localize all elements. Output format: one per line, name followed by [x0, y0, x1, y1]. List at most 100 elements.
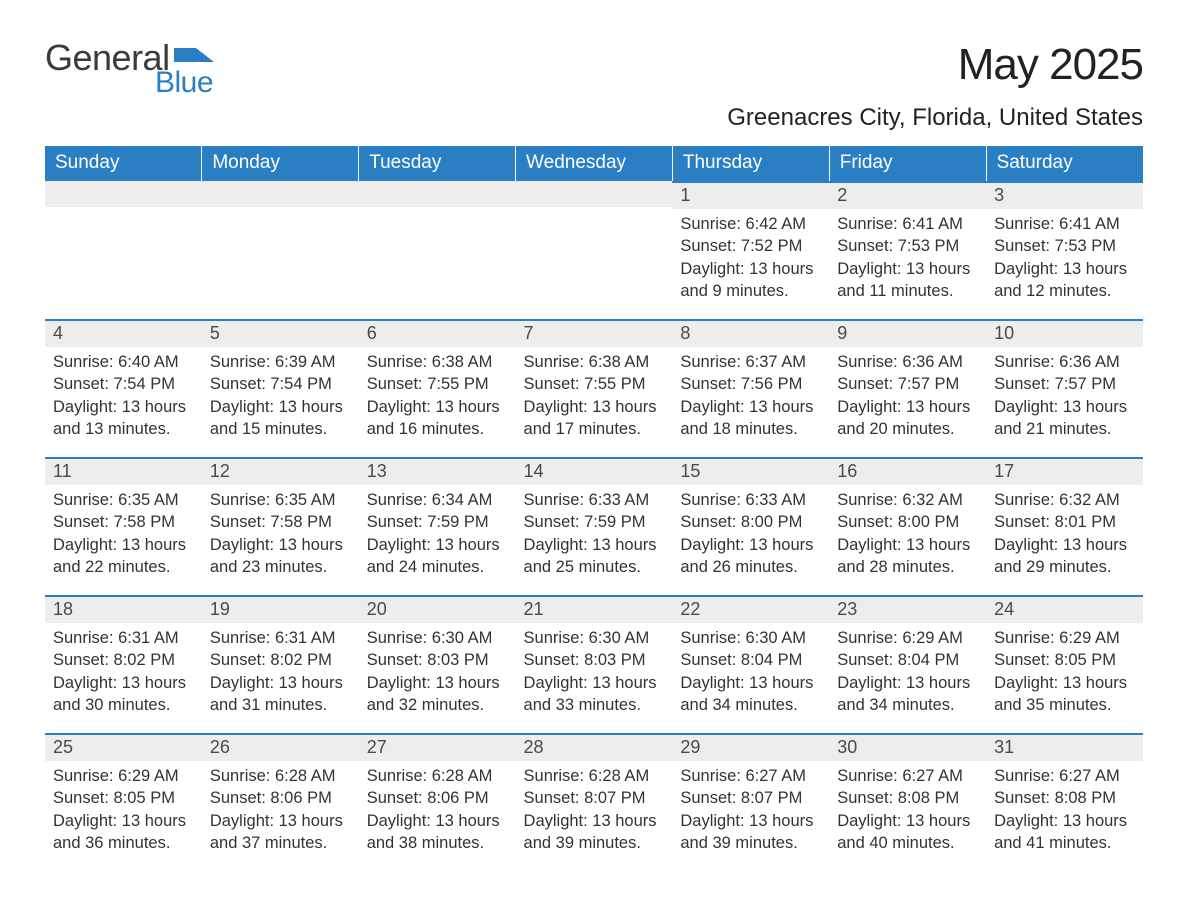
sunset-line: Sunset: 7:59 PM [367, 511, 508, 533]
sunrise-line: Sunrise: 6:27 AM [680, 765, 821, 787]
sunset-line: Sunset: 8:07 PM [680, 787, 821, 809]
day-details: Sunrise: 6:33 AMSunset: 8:00 PMDaylight:… [672, 485, 829, 582]
weekday-header: Friday [829, 146, 986, 181]
day-details: Sunrise: 6:28 AMSunset: 8:06 PMDaylight:… [202, 761, 359, 858]
day-number: 3 [986, 181, 1143, 209]
day-details: Sunrise: 6:30 AMSunset: 8:03 PMDaylight:… [359, 623, 516, 720]
calendar-day-cell: 22Sunrise: 6:30 AMSunset: 8:04 PMDayligh… [672, 595, 829, 733]
daylight-line: Daylight: 13 hours and 41 minutes. [994, 810, 1135, 855]
calendar-day-cell: 17Sunrise: 6:32 AMSunset: 8:01 PMDayligh… [986, 457, 1143, 595]
day-details: Sunrise: 6:42 AMSunset: 7:52 PMDaylight:… [672, 209, 829, 306]
sunset-line: Sunset: 7:56 PM [680, 373, 821, 395]
sunset-line: Sunset: 8:00 PM [837, 511, 978, 533]
day-number: 20 [359, 595, 516, 623]
sunrise-line: Sunrise: 6:40 AM [53, 351, 194, 373]
calendar-day-cell: 10Sunrise: 6:36 AMSunset: 7:57 PMDayligh… [986, 319, 1143, 457]
day-details: Sunrise: 6:37 AMSunset: 7:56 PMDaylight:… [672, 347, 829, 444]
calendar-week-row: 25Sunrise: 6:29 AMSunset: 8:05 PMDayligh… [45, 733, 1143, 858]
sunrise-line: Sunrise: 6:31 AM [53, 627, 194, 649]
day-details: Sunrise: 6:27 AMSunset: 8:08 PMDaylight:… [986, 761, 1143, 858]
day-number: 21 [516, 595, 673, 623]
day-details: Sunrise: 6:32 AMSunset: 8:00 PMDaylight:… [829, 485, 986, 582]
day-details: Sunrise: 6:35 AMSunset: 7:58 PMDaylight:… [202, 485, 359, 582]
calendar-day-cell [202, 181, 359, 319]
weekday-header: Wednesday [516, 146, 673, 181]
sunset-line: Sunset: 8:08 PM [837, 787, 978, 809]
daylight-line: Daylight: 13 hours and 22 minutes. [53, 534, 194, 579]
sunset-line: Sunset: 8:02 PM [53, 649, 194, 671]
daylight-line: Daylight: 13 hours and 17 minutes. [524, 396, 665, 441]
sunset-line: Sunset: 8:02 PM [210, 649, 351, 671]
day-details: Sunrise: 6:30 AMSunset: 8:03 PMDaylight:… [516, 623, 673, 720]
sunset-line: Sunset: 7:55 PM [524, 373, 665, 395]
day-number: 4 [45, 319, 202, 347]
daylight-line: Daylight: 13 hours and 16 minutes. [367, 396, 508, 441]
sunset-line: Sunset: 8:00 PM [680, 511, 821, 533]
sunset-line: Sunset: 8:01 PM [994, 511, 1135, 533]
sunset-line: Sunset: 8:07 PM [524, 787, 665, 809]
calendar-day-cell: 23Sunrise: 6:29 AMSunset: 8:04 PMDayligh… [829, 595, 986, 733]
day-number: 8 [672, 319, 829, 347]
day-details: Sunrise: 6:31 AMSunset: 8:02 PMDaylight:… [45, 623, 202, 720]
calendar-week-row: 11Sunrise: 6:35 AMSunset: 7:58 PMDayligh… [45, 457, 1143, 595]
sunset-line: Sunset: 8:04 PM [837, 649, 978, 671]
sunset-line: Sunset: 8:06 PM [367, 787, 508, 809]
calendar-day-cell: 26Sunrise: 6:28 AMSunset: 8:06 PMDayligh… [202, 733, 359, 858]
location-subtitle: Greenacres City, Florida, United States [727, 104, 1143, 132]
daylight-line: Daylight: 13 hours and 25 minutes. [524, 534, 665, 579]
calendar-day-cell: 11Sunrise: 6:35 AMSunset: 7:58 PMDayligh… [45, 457, 202, 595]
sunrise-line: Sunrise: 6:36 AM [837, 351, 978, 373]
weekday-header-row: Sunday Monday Tuesday Wednesday Thursday… [45, 146, 1143, 181]
daylight-line: Daylight: 13 hours and 29 minutes. [994, 534, 1135, 579]
day-number: 26 [202, 733, 359, 761]
day-number: 27 [359, 733, 516, 761]
day-details: Sunrise: 6:29 AMSunset: 8:04 PMDaylight:… [829, 623, 986, 720]
sunrise-line: Sunrise: 6:35 AM [210, 489, 351, 511]
daylight-line: Daylight: 13 hours and 33 minutes. [524, 672, 665, 717]
calendar-day-cell: 9Sunrise: 6:36 AMSunset: 7:57 PMDaylight… [829, 319, 986, 457]
daylight-line: Daylight: 13 hours and 9 minutes. [680, 258, 821, 303]
day-number-empty [516, 181, 673, 207]
day-details: Sunrise: 6:30 AMSunset: 8:04 PMDaylight:… [672, 623, 829, 720]
daylight-line: Daylight: 13 hours and 12 minutes. [994, 258, 1135, 303]
day-number: 15 [672, 457, 829, 485]
day-details: Sunrise: 6:33 AMSunset: 7:59 PMDaylight:… [516, 485, 673, 582]
calendar-body: 1Sunrise: 6:42 AMSunset: 7:52 PMDaylight… [45, 181, 1143, 858]
day-number: 7 [516, 319, 673, 347]
daylight-line: Daylight: 13 hours and 28 minutes. [837, 534, 978, 579]
sunrise-line: Sunrise: 6:30 AM [680, 627, 821, 649]
sunrise-line: Sunrise: 6:39 AM [210, 351, 351, 373]
sunrise-line: Sunrise: 6:31 AM [210, 627, 351, 649]
day-details: Sunrise: 6:40 AMSunset: 7:54 PMDaylight:… [45, 347, 202, 444]
sunrise-line: Sunrise: 6:28 AM [367, 765, 508, 787]
calendar-week-row: 18Sunrise: 6:31 AMSunset: 8:02 PMDayligh… [45, 595, 1143, 733]
day-details: Sunrise: 6:27 AMSunset: 8:07 PMDaylight:… [672, 761, 829, 858]
month-title: May 2025 [727, 40, 1143, 90]
sunrise-line: Sunrise: 6:41 AM [994, 213, 1135, 235]
calendar-day-cell: 13Sunrise: 6:34 AMSunset: 7:59 PMDayligh… [359, 457, 516, 595]
day-number: 31 [986, 733, 1143, 761]
calendar-day-cell: 2Sunrise: 6:41 AMSunset: 7:53 PMDaylight… [829, 181, 986, 319]
calendar-week-row: 1Sunrise: 6:42 AMSunset: 7:52 PMDaylight… [45, 181, 1143, 319]
calendar-day-cell: 3 Sunrise: 6:41 AMSunset: 7:53 PMDaylight… [986, 181, 1143, 319]
day-details: Sunrise: 6:36 AMSunset: 7:57 PMDaylight:… [829, 347, 986, 444]
day-details: Sunrise: 6:31 AMSunset: 8:02 PMDaylight:… [202, 623, 359, 720]
logo-text-general: General [45, 40, 170, 76]
calendar-day-cell: 24Sunrise: 6:29 AMSunset: 8:05 PMDayligh… [986, 595, 1143, 733]
sunset-line: Sunset: 7:58 PM [210, 511, 351, 533]
sunrise-line: Sunrise: 6:41 AM [837, 213, 978, 235]
sunset-line: Sunset: 7:59 PM [524, 511, 665, 533]
sunrise-line: Sunrise: 6:30 AM [367, 627, 508, 649]
calendar-day-cell: 25Sunrise: 6:29 AMSunset: 8:05 PMDayligh… [45, 733, 202, 858]
calendar-day-cell: 12Sunrise: 6:35 AMSunset: 7:58 PMDayligh… [202, 457, 359, 595]
day-number: 22 [672, 595, 829, 623]
day-details: Sunrise: 6:39 AMSunset: 7:54 PMDaylight:… [202, 347, 359, 444]
daylight-line: Daylight: 13 hours and 36 minutes. [53, 810, 194, 855]
sunrise-line: Sunrise: 6:34 AM [367, 489, 508, 511]
day-details: Sunrise: 6:28 AMSunset: 8:07 PMDaylight:… [516, 761, 673, 858]
header: General Blue May 2025 Greenacres City, F… [45, 40, 1143, 138]
day-details: Sunrise: 6:29 AMSunset: 8:05 PMDaylight:… [45, 761, 202, 858]
sunrise-line: Sunrise: 6:29 AM [994, 627, 1135, 649]
sunset-line: Sunset: 7:53 PM [994, 235, 1135, 257]
day-details: Sunrise: 6:28 AMSunset: 8:06 PMDaylight:… [359, 761, 516, 858]
